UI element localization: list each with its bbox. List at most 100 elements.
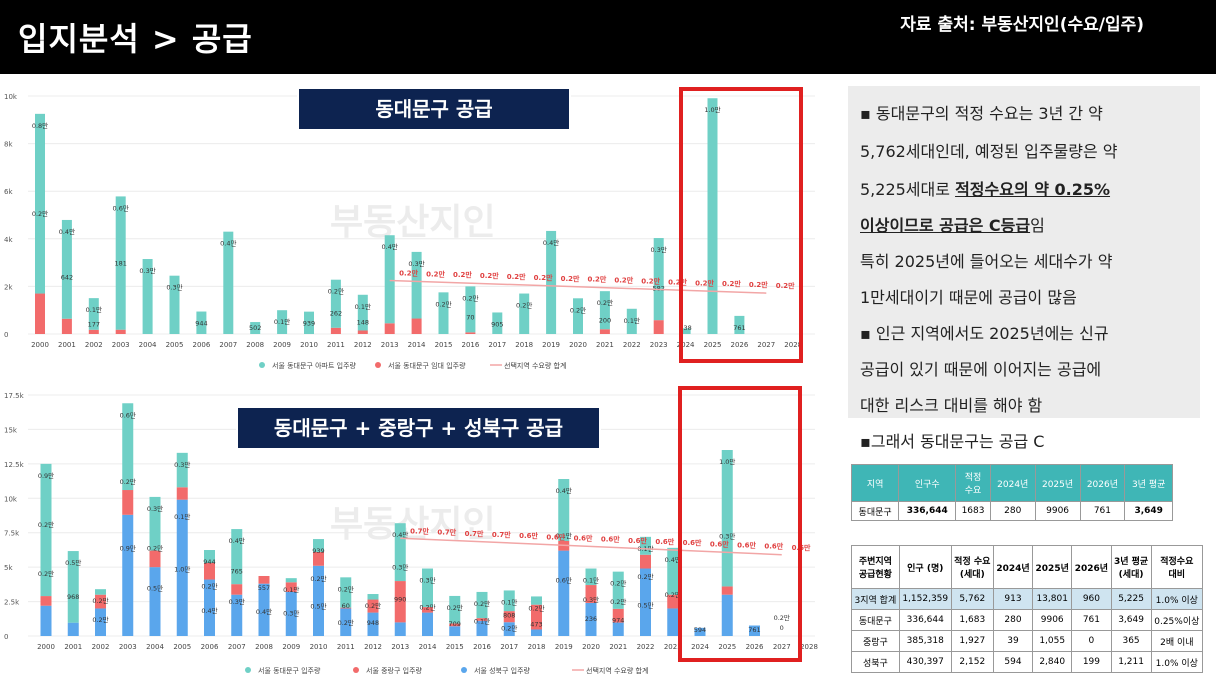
data-label: 557 — [258, 584, 270, 592]
x-tick-label: 2008 — [255, 643, 273, 651]
bar-segment — [67, 622, 79, 636]
table-cell: 13,801 — [1032, 588, 1073, 610]
table-cell: 동대문구 — [851, 609, 900, 631]
bar-segment — [626, 308, 637, 334]
demand-line-label: 0.2만 — [480, 271, 499, 280]
note-line: 이상이므로 공급은 C등급임 — [860, 212, 1045, 236]
demand-line-label: 0.6만 — [628, 536, 647, 545]
bar-segment — [67, 551, 79, 623]
y-tick-label: 10k — [4, 495, 18, 503]
table-cell: 1,055 — [1032, 630, 1073, 652]
data-label: 0.1만 — [501, 597, 517, 606]
data-label: 238 — [679, 324, 691, 332]
legend-label: 서울 동대문구 입주량 — [258, 666, 321, 675]
x-tick-label: 2018 — [528, 643, 546, 651]
bar-segment — [640, 536, 651, 555]
data-label: 944 — [195, 320, 207, 328]
bar-segment — [61, 219, 72, 319]
x-tick-label: 2007 — [228, 643, 246, 651]
x-tick-label: 2010 — [310, 643, 328, 651]
data-label: 0.3만 — [583, 595, 599, 604]
data-label: 0.2만 — [774, 613, 790, 622]
data-label: 0.1만 — [583, 576, 599, 585]
bar-segment — [449, 626, 461, 636]
data-label: 0.2만 — [419, 603, 435, 612]
legend-label: 선택지역 수요량 합계 — [586, 666, 648, 675]
table-cell: 3,649 — [1110, 609, 1152, 631]
bar-segment — [35, 293, 45, 334]
bar-segment — [384, 323, 395, 334]
demand-line-label: 0.7만 — [492, 530, 511, 539]
legend-swatch — [259, 362, 265, 368]
table-cell: 2배 이내 — [1150, 630, 1204, 652]
x-tick-label: 2026 — [746, 643, 764, 651]
demand-line-label: 0.7만 — [437, 528, 456, 537]
table-cell: 1,152,359 — [898, 588, 952, 610]
y-tick-label: 8k — [4, 141, 13, 149]
table-cell: 2,840 — [1032, 651, 1073, 673]
y-tick-label: 0 — [4, 331, 8, 339]
data-label: 0.2만 — [92, 615, 108, 624]
table-header: 3년 평균 — [1124, 464, 1173, 502]
x-tick-label: 2027 — [773, 643, 791, 651]
demand-line-label: 0.2만 — [695, 278, 714, 287]
table-cell: 0.25%이상 — [1150, 609, 1204, 631]
bar-segment — [667, 594, 679, 609]
x-tick-label: 2002 — [85, 341, 103, 349]
data-label: 0.2만 — [310, 574, 326, 583]
data-label: 0.3만 — [147, 504, 163, 513]
table-cell: 2,152 — [950, 651, 994, 673]
data-label: 0.6만 — [120, 410, 136, 419]
data-label: 502 — [249, 324, 261, 332]
bar-segment — [313, 551, 324, 566]
bar-segment — [449, 595, 461, 624]
table-cell: 5,762 — [950, 588, 994, 610]
data-label: 990 — [394, 596, 406, 604]
x-tick-label: 2000 — [31, 341, 49, 349]
y-tick-label: 15k — [4, 426, 18, 434]
bar-segment — [304, 311, 314, 334]
table-header: 적정 수요 — [955, 464, 991, 502]
note-line: ▪ 인근 지역에서도 2025년에는 신규 — [860, 324, 1109, 343]
x-tick-label: 2021 — [609, 643, 627, 651]
data-label: 0.3만 — [174, 460, 190, 469]
x-tick-label: 2004 — [139, 341, 157, 349]
note-line: 5,225세대로 적정수요의 약 0.25% — [860, 176, 1110, 200]
bar-segment — [35, 113, 45, 294]
x-tick-label: 2008 — [246, 341, 264, 349]
data-label: 0.6만 — [556, 576, 572, 585]
bar-segment — [313, 539, 324, 552]
demand-line-label: 0.6만 — [574, 533, 593, 542]
bar-segment — [449, 623, 461, 627]
data-label: 0.4만 — [256, 607, 272, 616]
bar-segment — [640, 554, 651, 569]
data-label: 200 — [599, 316, 611, 324]
data-label: 0.3만 — [651, 245, 667, 254]
chart-three-district-supply: 02.5k5k7.5k10k12.5k15k17.5k부동산지인20000.9만… — [4, 386, 818, 675]
data-label: 0.1만 — [474, 617, 490, 626]
bar-segment — [721, 450, 733, 587]
bar-segment — [694, 627, 706, 636]
y-tick-label: 2k — [4, 283, 13, 291]
bar-segment — [734, 315, 745, 334]
bar-segment — [95, 594, 106, 609]
table-cell: 3,649 — [1124, 501, 1173, 521]
data-label: 0.4만 — [392, 530, 408, 539]
data-label: 0.2만 — [610, 597, 626, 606]
data-label: 0.4만 — [59, 227, 75, 236]
bar-segment — [122, 514, 134, 636]
demand-line-label: 0.2만 — [587, 275, 606, 284]
note-line: 대한 리스크 대비를 해야 함 — [860, 396, 1043, 415]
data-label: 0.8만 — [32, 121, 48, 130]
data-label: 0.2만 — [570, 305, 586, 314]
x-tick-label: 2015 — [446, 643, 464, 651]
data-label: 761 — [748, 626, 760, 634]
table-cell: 1.0% 이상 — [1150, 588, 1204, 610]
x-tick-label: 2006 — [192, 341, 210, 349]
data-label: 0.2만 — [38, 520, 54, 529]
table-cell: 1.0% 이상 — [1150, 651, 1204, 673]
data-label: 148 — [357, 318, 369, 326]
table-row: 동대문구 336,644 1,683 280 9906 761 3,649 0.… — [851, 609, 1204, 631]
table-cell: 5,225 — [1110, 588, 1152, 610]
bar-segment — [721, 594, 733, 636]
